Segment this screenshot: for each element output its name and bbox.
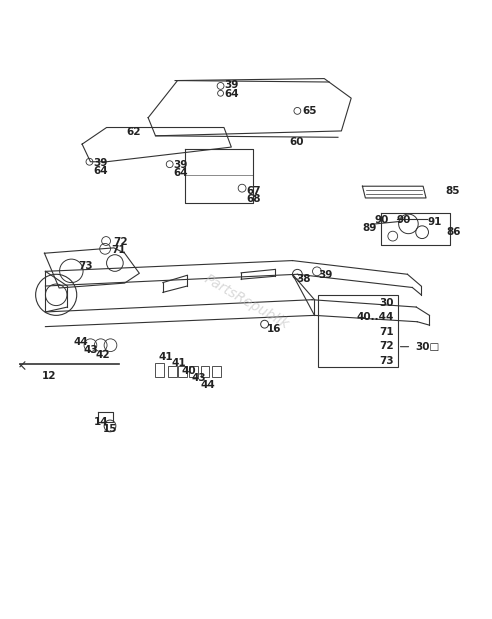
Text: 90: 90: [397, 215, 411, 225]
Text: 72: 72: [379, 341, 394, 351]
Text: 14: 14: [93, 417, 108, 427]
Bar: [318, 295, 398, 367]
Text: 40: 40: [182, 366, 196, 376]
Text: 44: 44: [201, 380, 215, 391]
Text: 39: 39: [224, 80, 238, 90]
Text: 44: 44: [74, 337, 89, 347]
Text: 15: 15: [103, 425, 118, 435]
Text: 73: 73: [379, 356, 394, 366]
Bar: [155, 363, 164, 377]
Bar: [189, 366, 198, 377]
Text: 67: 67: [246, 186, 261, 196]
Text: 64: 64: [174, 168, 188, 178]
Text: 42: 42: [95, 350, 110, 360]
Text: 30□: 30□: [415, 342, 439, 352]
Text: PartsRepublik: PartsRepublik: [201, 272, 291, 332]
Text: 85: 85: [446, 186, 460, 196]
Text: 62: 62: [126, 128, 141, 137]
Bar: [168, 366, 177, 377]
Bar: [201, 366, 209, 377]
Text: 43: 43: [84, 345, 98, 355]
Text: 89: 89: [363, 223, 377, 233]
Text: 38: 38: [296, 274, 311, 284]
Text: 65: 65: [302, 106, 317, 116]
Text: 91: 91: [427, 217, 441, 227]
Text: 86: 86: [447, 227, 461, 237]
Text: 30: 30: [379, 298, 394, 308]
Text: 73: 73: [79, 261, 93, 272]
Bar: [212, 366, 220, 377]
Text: 71: 71: [112, 245, 126, 255]
Text: 64: 64: [224, 89, 239, 99]
Text: 41: 41: [171, 358, 186, 368]
Text: 41: 41: [159, 352, 174, 363]
Text: 72: 72: [113, 237, 127, 247]
Text: 43: 43: [191, 373, 206, 383]
Text: 71: 71: [379, 327, 394, 337]
Text: 68: 68: [246, 194, 260, 204]
Bar: [179, 366, 187, 377]
Text: 40..44: 40..44: [356, 312, 394, 322]
Text: 64: 64: [93, 166, 108, 176]
Text: 39: 39: [174, 160, 188, 170]
Text: 60: 60: [289, 137, 304, 147]
Text: 39: 39: [93, 158, 108, 168]
Text: 90: 90: [374, 215, 389, 225]
Text: 16: 16: [267, 324, 281, 334]
Text: 39: 39: [318, 271, 333, 280]
Text: 12: 12: [41, 371, 56, 381]
